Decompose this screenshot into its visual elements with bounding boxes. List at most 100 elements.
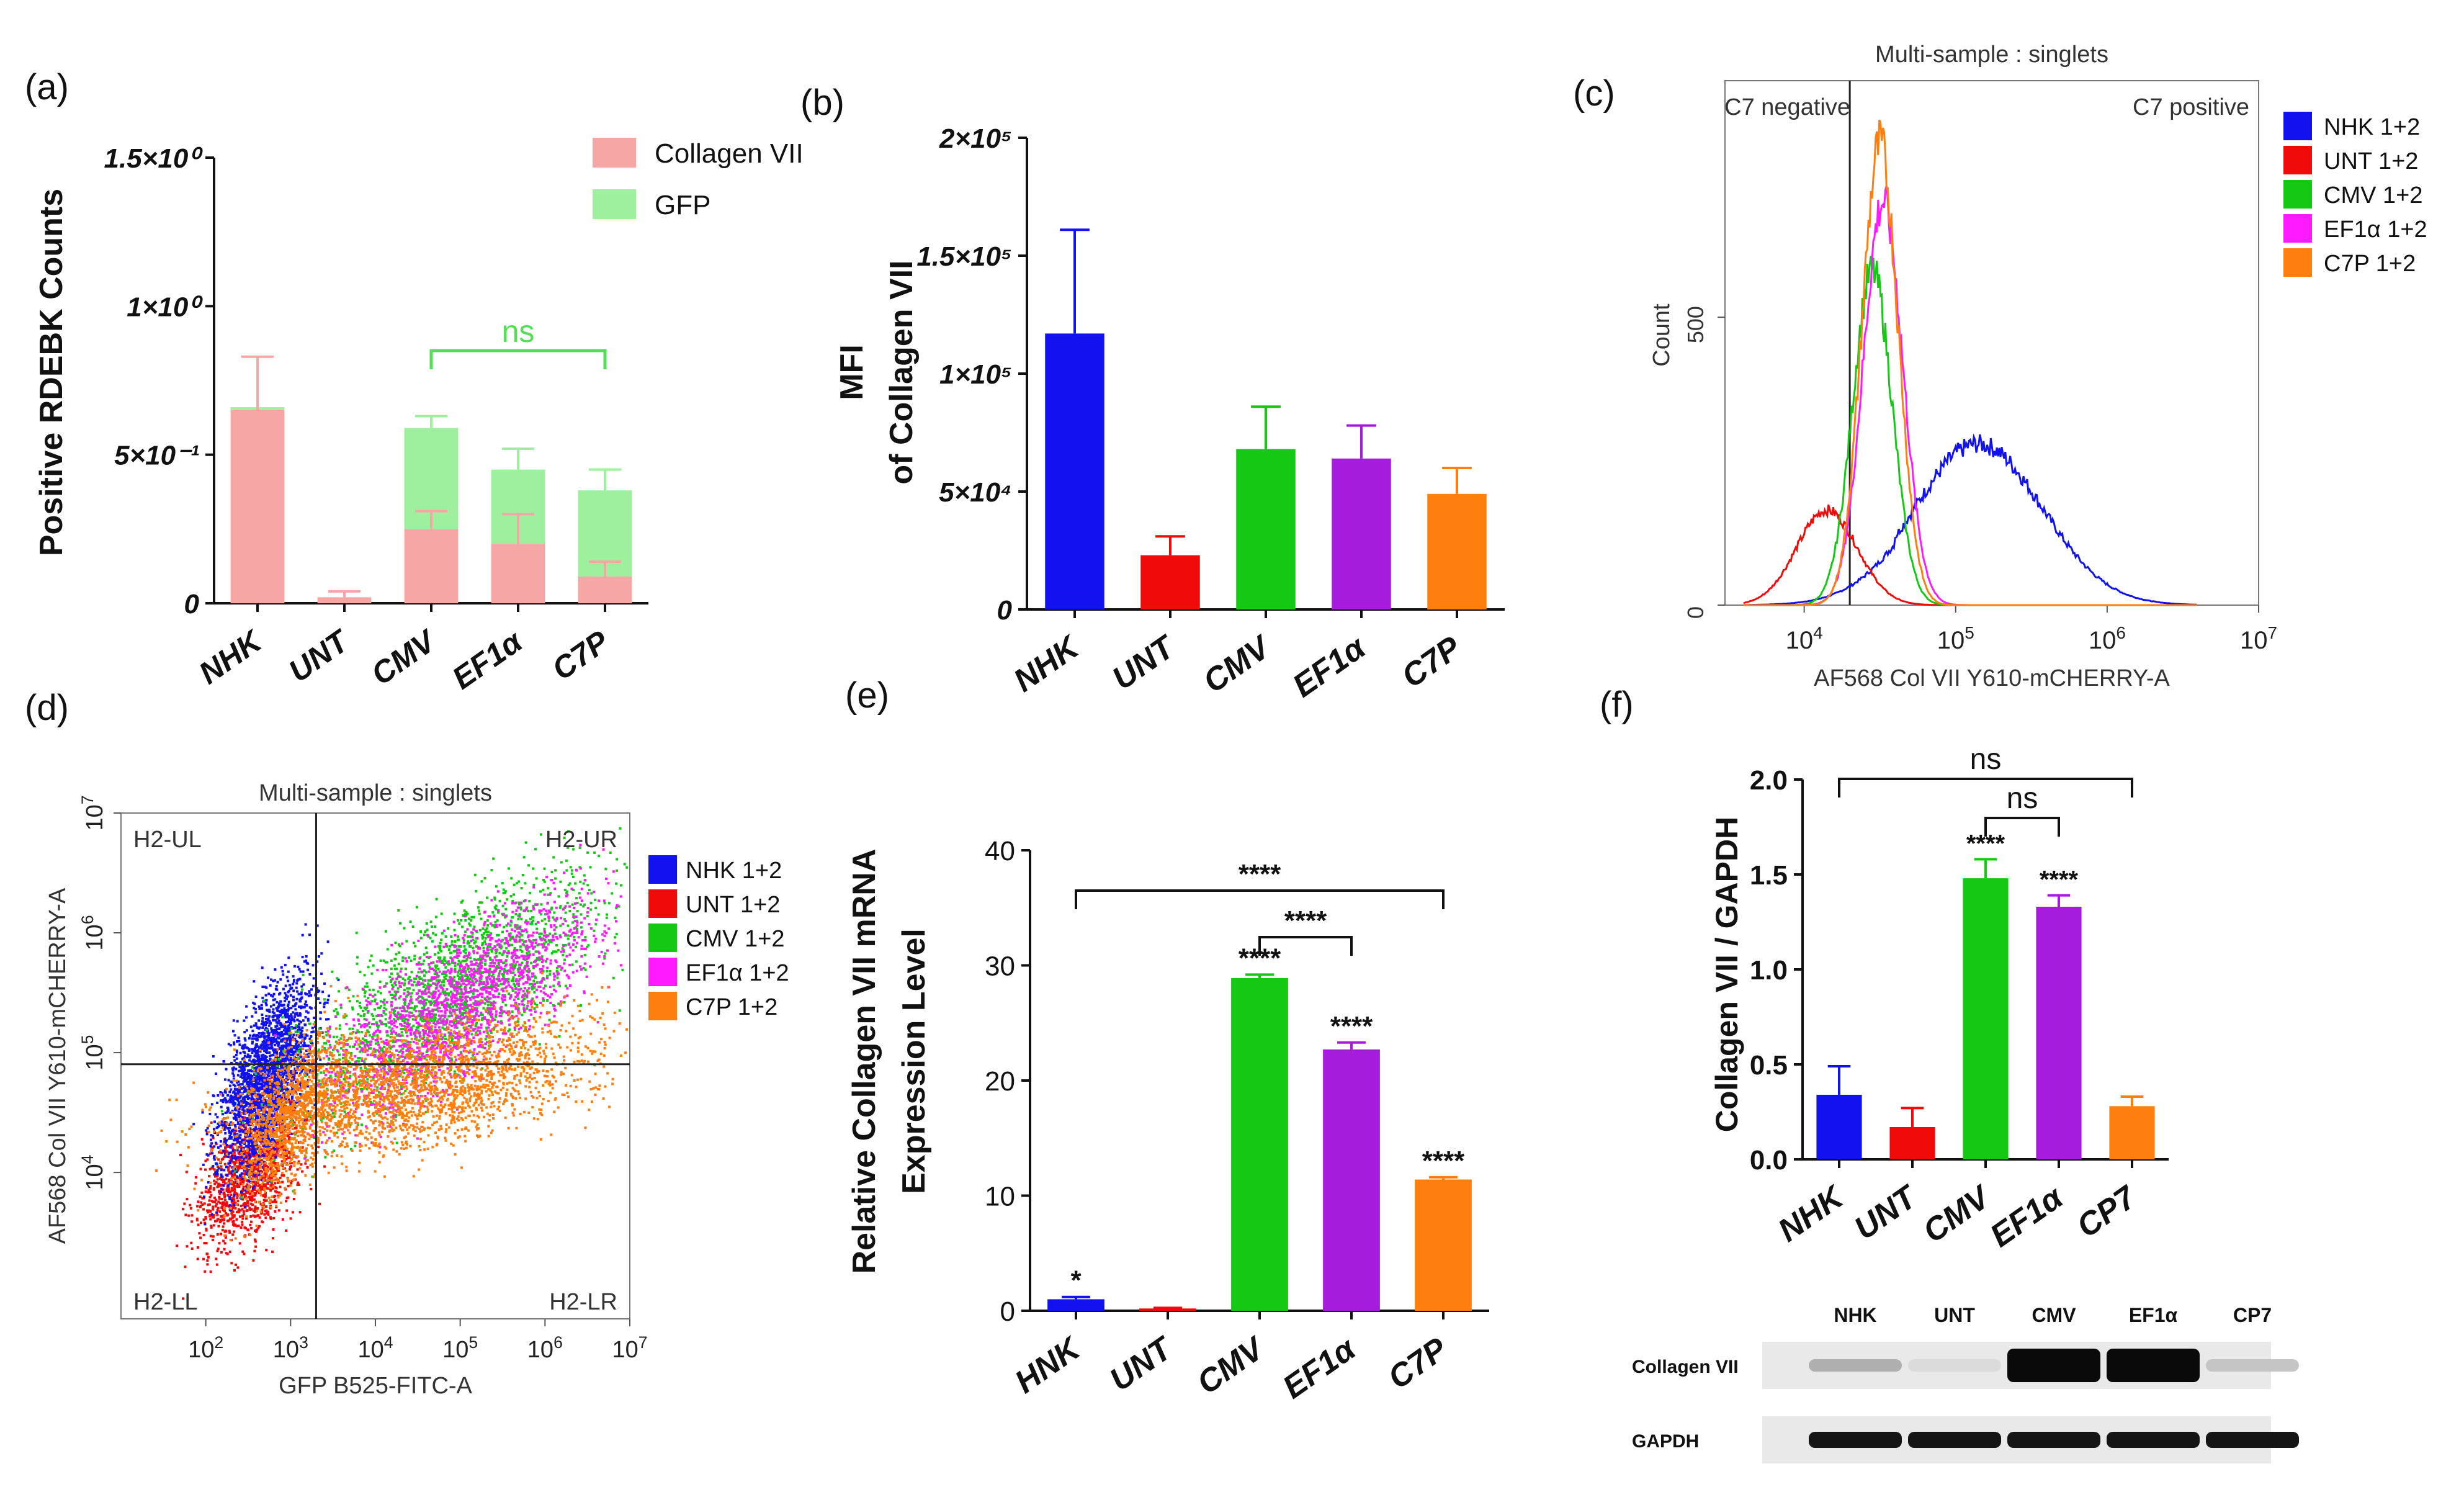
scatter-point	[482, 946, 485, 950]
scatter-point	[526, 906, 528, 909]
scatter-point	[277, 1010, 280, 1012]
scatter-point	[529, 891, 532, 894]
scatter-point	[363, 1006, 366, 1009]
scatter-point	[249, 1208, 252, 1211]
scatter-point	[279, 1035, 282, 1038]
scatter-point	[229, 1146, 232, 1149]
scatter-point	[437, 945, 440, 948]
scatter-point	[475, 945, 478, 948]
scatter-point	[190, 1247, 194, 1250]
scatter-point	[243, 1153, 245, 1156]
scatter-point	[292, 995, 295, 999]
scatter-point	[549, 973, 552, 976]
scatter-point	[466, 1007, 469, 1010]
scatter-point	[400, 1028, 403, 1031]
scatter-point	[256, 1117, 259, 1119]
scatter-point	[487, 1009, 490, 1012]
scatter-point	[299, 1046, 302, 1049]
scatter-point	[257, 1214, 260, 1217]
scatter-point	[323, 1001, 326, 1004]
scatter-point	[272, 1053, 275, 1056]
scatter-point	[383, 1003, 386, 1006]
scatter-point	[270, 1072, 273, 1076]
scatter-point	[252, 1162, 255, 1165]
scatter-point	[328, 994, 330, 997]
scatter-point	[290, 1007, 293, 1010]
scatter-point	[261, 1067, 264, 1070]
scatter-point	[392, 985, 395, 988]
scatter-point	[249, 1215, 253, 1218]
scatter-point	[214, 1205, 217, 1208]
scatter-point	[248, 1180, 251, 1183]
x-tick-label-base: 10	[2089, 627, 2117, 654]
scatter-point	[260, 1023, 263, 1025]
scatter-point	[249, 1220, 253, 1223]
scatter-point	[307, 1110, 310, 1113]
scatter-point	[258, 1216, 261, 1219]
scatter-point	[426, 1073, 429, 1076]
scatter-point	[292, 980, 295, 983]
scatter-point	[224, 1141, 226, 1144]
scatter-point	[264, 994, 267, 997]
scatter-point	[249, 1054, 252, 1058]
scatter-point	[181, 1208, 184, 1211]
legend-swatch	[2283, 180, 2312, 209]
y-tick-label: 0	[997, 595, 1013, 626]
scatter-point	[272, 1033, 275, 1036]
scatter-point	[216, 1185, 219, 1189]
scatter-point	[254, 1008, 257, 1010]
scatter-point	[190, 1214, 194, 1217]
scatter-point	[517, 901, 521, 904]
scatter-point	[464, 948, 467, 951]
scatter-point	[285, 1089, 288, 1092]
scatter-point	[443, 976, 446, 979]
scatter-point	[254, 1048, 256, 1051]
scatter-point	[261, 1027, 264, 1029]
scatter-point	[493, 896, 496, 899]
scatter-point	[266, 1045, 269, 1048]
scatter-point	[426, 928, 429, 932]
scatter-point	[444, 1023, 447, 1026]
scatter-point	[364, 1008, 367, 1011]
scatter-point	[214, 1173, 217, 1176]
scatter-point	[233, 1149, 236, 1152]
scatter-point	[279, 1061, 282, 1064]
scatter-point	[210, 1226, 213, 1229]
scatter-point	[313, 1021, 316, 1023]
scatter-point	[307, 1055, 310, 1058]
scatter-point	[287, 1044, 290, 1047]
scatter-point	[219, 1202, 222, 1205]
scatter-point	[254, 1022, 258, 1025]
scatter-point	[243, 1071, 246, 1074]
scatter-point	[254, 1011, 258, 1014]
scatter-point	[297, 1043, 300, 1046]
scatter-point	[256, 1167, 259, 1171]
scatter-point	[261, 1069, 264, 1072]
scatter-point	[239, 1076, 242, 1078]
scatter-point	[274, 1066, 277, 1069]
scatter-point	[370, 972, 374, 975]
panel-label-e: (e)	[845, 675, 889, 716]
scatter-point	[490, 950, 493, 953]
scatter-point	[399, 976, 402, 979]
scatter-point	[429, 992, 432, 995]
scatter-point	[240, 1190, 243, 1193]
scatter-point	[365, 982, 369, 985]
scatter-point	[393, 1018, 396, 1021]
scatter-point	[233, 1201, 236, 1204]
scatter-point	[578, 846, 581, 849]
scatter-point	[465, 977, 468, 981]
scatter-point	[226, 1193, 229, 1197]
scatter-point	[274, 1166, 277, 1169]
scatter-point	[586, 915, 589, 917]
scatter-point	[335, 1131, 338, 1135]
scatter-point	[277, 1120, 280, 1123]
scatter-point	[271, 1090, 274, 1094]
scatter-point	[205, 1133, 208, 1136]
scatter-point	[209, 1210, 212, 1213]
scatter-point	[253, 1184, 256, 1187]
scatter-point	[270, 978, 272, 981]
scatter-point	[363, 974, 366, 977]
scatter-point	[277, 1191, 280, 1194]
y-tick-label: 2×10⁵	[939, 124, 1012, 154]
